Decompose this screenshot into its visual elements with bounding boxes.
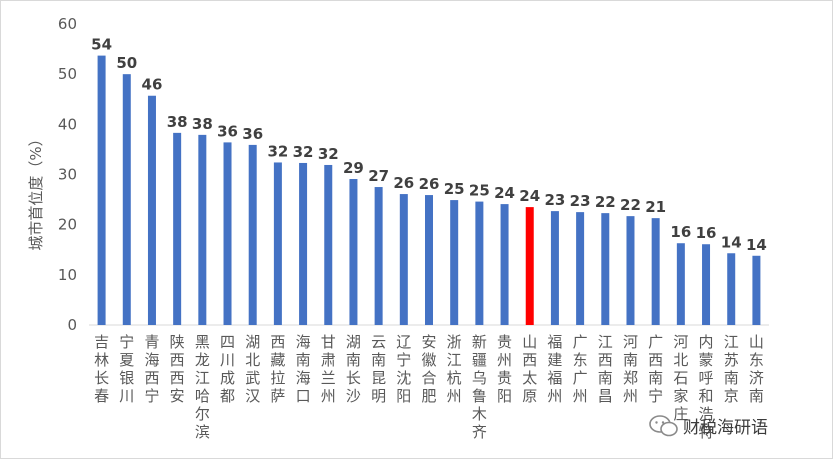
data-label: 29 [343, 159, 364, 177]
y-tick-label: 60 [58, 15, 77, 33]
bar [173, 132, 182, 325]
data-label: 23 [570, 192, 591, 210]
y-tick-label: 50 [58, 65, 77, 83]
x-tick-label: 广东广州 [573, 333, 588, 405]
data-label: 26 [393, 174, 414, 192]
data-label: 38 [192, 115, 213, 133]
data-label: 23 [544, 191, 565, 209]
x-tick-label: 宁夏银川 [119, 333, 134, 405]
x-tick-label: 吉林长春 [94, 333, 109, 405]
data-label: 54 [91, 36, 112, 54]
bar [500, 204, 509, 325]
x-tick-label: 河南郑州 [623, 333, 638, 405]
bar [248, 144, 257, 325]
bar [752, 255, 761, 325]
bar [450, 200, 459, 325]
y-tick-label: 40 [58, 115, 77, 133]
bar [727, 253, 736, 325]
x-tick-label: 安徽合肥 [421, 333, 436, 405]
data-label: 32 [293, 143, 314, 161]
bar [399, 194, 408, 325]
data-label: 26 [419, 175, 440, 193]
data-label: 14 [746, 236, 767, 254]
bar [550, 211, 559, 325]
bar [349, 179, 358, 325]
x-tick-label: 贵州贵阳 [497, 333, 512, 405]
x-tick-label: 青海西宁 [144, 333, 159, 405]
x-tick-label: 湖北武汉 [245, 333, 260, 405]
data-label: 46 [142, 76, 163, 94]
data-label: 21 [645, 198, 666, 216]
bar [601, 213, 610, 325]
x-tick-label: 湖南长沙 [346, 333, 361, 405]
bar [626, 216, 635, 325]
data-label: 16 [696, 224, 717, 242]
y-tick-label: 20 [58, 216, 77, 234]
bar [122, 74, 131, 326]
data-label: 27 [368, 167, 389, 185]
bar [273, 162, 282, 325]
data-label: 25 [444, 180, 465, 198]
bar [425, 195, 433, 325]
bar [97, 55, 106, 325]
x-tick-label: 山东济南 [749, 333, 764, 405]
y-tick-label: 30 [58, 166, 77, 184]
data-label: 22 [595, 193, 616, 211]
data-label: 38 [167, 113, 188, 131]
data-label: 25 [469, 182, 490, 200]
data-label: 32 [267, 142, 288, 160]
bar [198, 134, 207, 325]
x-tick-label: 浙江杭州 [447, 333, 462, 405]
x-tick-label: 山西太原 [522, 333, 537, 405]
x-tick-label: 河北石家庄 [673, 333, 688, 423]
x-tick-label: 新疆乌鲁木齐 [472, 333, 487, 441]
data-label: 16 [670, 223, 691, 241]
x-tick-label: 江西南昌 [598, 333, 613, 405]
bar [475, 201, 484, 325]
data-label: 36 [242, 125, 263, 143]
watermark: 财税海研语 [649, 413, 768, 438]
x-tick-label: 江苏南京 [724, 333, 739, 405]
bar [223, 142, 232, 325]
x-tick-label: 甘肃兰州 [321, 333, 336, 405]
data-label: 14 [721, 233, 742, 251]
data-label: 32 [318, 145, 339, 163]
data-label: 22 [620, 196, 641, 214]
bar-highlighted [525, 207, 534, 325]
data-label: 24 [494, 184, 515, 202]
bar [576, 212, 585, 325]
data-label: 50 [116, 54, 137, 72]
bar [651, 218, 660, 325]
x-tick-label: 黑龙江哈尔滨 [195, 333, 210, 441]
watermark-text: 财税海研语 [683, 418, 768, 438]
bar [299, 162, 308, 325]
data-label: 24 [519, 187, 540, 205]
bar [702, 244, 711, 325]
data-label: 36 [217, 122, 238, 140]
x-tick-label: 福建福州 [547, 333, 562, 405]
x-tick-label: 辽宁沈阳 [396, 333, 411, 405]
x-tick-label: 广西南宁 [648, 333, 663, 405]
x-tick-label: 内蒙呼和浩特 [699, 333, 714, 441]
x-tick-label: 海南海口 [296, 333, 311, 405]
bar [147, 95, 156, 325]
wechat-icon [649, 414, 678, 436]
bar [676, 243, 685, 325]
y-tick-label: 0 [67, 316, 77, 334]
bar [324, 164, 333, 325]
y-tick-label: 10 [58, 266, 77, 284]
bar [374, 187, 383, 325]
x-tick-label: 西藏拉萨 [270, 333, 285, 405]
x-tick-label: 四川成都 [220, 333, 235, 405]
x-tick-label: 陕西西安 [170, 333, 185, 405]
x-tick-label: 云南昆明 [371, 333, 386, 405]
y-axis-label: 城市首位度（%） [27, 131, 45, 250]
